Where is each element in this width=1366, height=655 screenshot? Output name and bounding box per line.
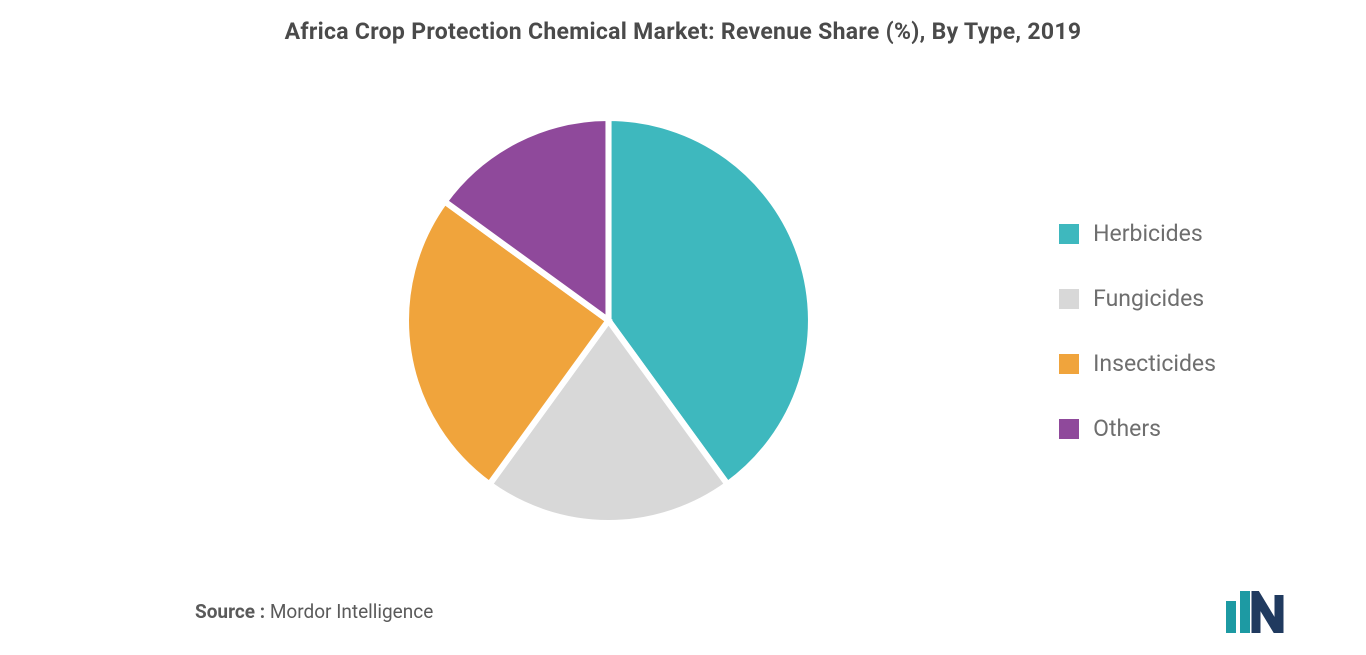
source-name: Mordor Intelligence [270, 600, 433, 623]
legend-item-herbicides: Herbicides [1059, 220, 1216, 247]
swatch-others [1059, 419, 1079, 439]
source-prefix: Source : [195, 600, 270, 623]
legend-item-insecticides: Insecticides [1059, 350, 1216, 377]
legend-label: Insecticides [1093, 350, 1216, 377]
swatch-insecticides [1059, 354, 1079, 374]
chart-title: Africa Crop Protection Chemical Market: … [0, 18, 1366, 45]
mordor-logo-icon [1226, 591, 1286, 633]
legend-label: Fungicides [1093, 285, 1204, 312]
swatch-fungicides [1059, 289, 1079, 309]
source-line: Source : Mordor Intelligence [195, 600, 433, 623]
legend-item-others: Others [1059, 415, 1216, 442]
chart-area: Herbicides Fungicides Insecticides Other… [0, 85, 1366, 555]
swatch-herbicides [1059, 224, 1079, 244]
legend: Herbicides Fungicides Insecticides Other… [1059, 220, 1216, 442]
legend-label: Others [1093, 415, 1161, 442]
pie-chart [406, 118, 811, 523]
legend-item-fungicides: Fungicides [1059, 285, 1216, 312]
legend-label: Herbicides [1093, 220, 1203, 247]
